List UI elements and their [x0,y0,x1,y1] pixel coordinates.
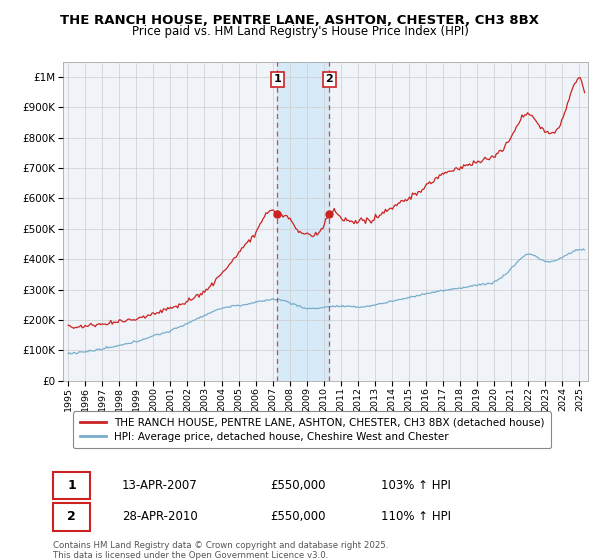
Legend: THE RANCH HOUSE, PENTRE LANE, ASHTON, CHESTER, CH3 8BX (detached house), HPI: Av: THE RANCH HOUSE, PENTRE LANE, ASHTON, CH… [73,412,551,448]
Text: 2: 2 [326,74,333,85]
Text: £550,000: £550,000 [270,479,325,492]
Text: 1: 1 [274,74,281,85]
Text: THE RANCH HOUSE, PENTRE LANE, ASHTON, CHESTER, CH3 8BX: THE RANCH HOUSE, PENTRE LANE, ASHTON, CH… [61,14,539,27]
Text: 1: 1 [67,479,76,492]
Text: 13-APR-2007: 13-APR-2007 [122,479,197,492]
Bar [53,472,90,500]
Text: 2: 2 [67,510,76,524]
Text: Contains HM Land Registry data © Crown copyright and database right 2025.
This d: Contains HM Land Registry data © Crown c… [53,540,389,560]
Bar [277,62,329,381]
Text: Price paid vs. HM Land Registry's House Price Index (HPI): Price paid vs. HM Land Registry's House … [131,25,469,38]
Text: 103% ↑ HPI: 103% ↑ HPI [380,479,451,492]
Bar [53,503,90,531]
Text: 110% ↑ HPI: 110% ↑ HPI [380,510,451,524]
Text: 28-APR-2010: 28-APR-2010 [122,510,197,524]
Text: £550,000: £550,000 [270,510,325,524]
